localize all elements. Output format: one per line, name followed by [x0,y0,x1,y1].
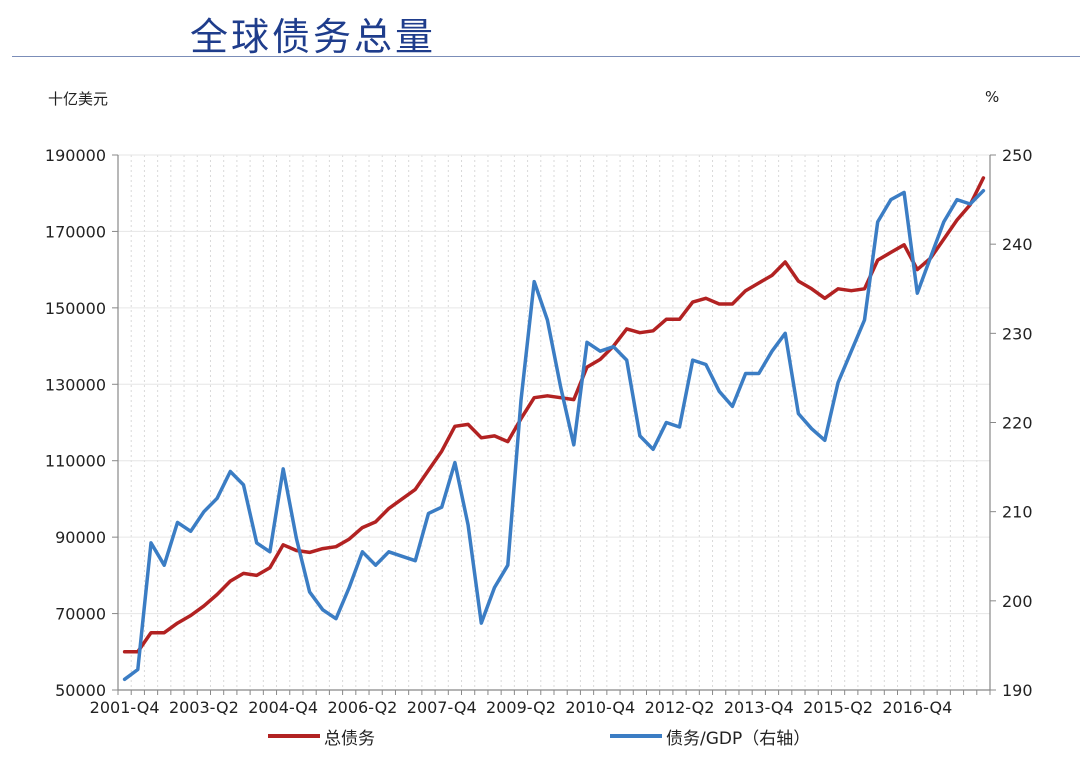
x-tick-label: 2015-Q2 [803,698,873,717]
legend-label-total-debt: 总债务 [324,728,375,749]
x-tick-label: 2001-Q4 [90,698,160,717]
x-tick-label: 2010-Q4 [565,698,635,717]
left-y-tick-label: 50000 [55,681,106,700]
left-y-tick-label: 70000 [55,605,106,624]
legend-item-debt-to-gdp: 债务/GDP（右轴） [610,722,810,750]
right-axis-unit-label: % [985,88,1000,106]
x-tick-label: 2006-Q2 [327,698,397,717]
left-y-tick-label: 90000 [55,528,106,547]
left-y-tick-label: 190000 [45,146,106,165]
x-tick-label: 2012-Q2 [645,698,715,717]
right-y-tick-label: 220 [1002,414,1033,433]
right-y-tick-label: 200 [1002,592,1033,611]
x-tick-label: 2007-Q4 [407,698,477,717]
x-tick-label: 2009-Q2 [486,698,556,717]
right-y-tick-label: 210 [1002,503,1033,522]
legend-label-debt-to-gdp: 债务/GDP（右轴） [666,728,811,749]
page-title: 全球债务总量 [190,15,437,59]
legend-item-total-debt: 总债务 [268,722,375,750]
x-tick-label: 2003-Q2 [169,698,239,717]
legend-swatch-debt-to-gdp [610,734,662,738]
x-tick-label: 2016-Q4 [882,698,952,717]
title-divider [12,56,1080,57]
left-y-tick-label: 150000 [45,299,106,318]
left-axis-unit-label: 十亿美元 [48,90,109,108]
right-y-tick-label: 250 [1002,146,1033,165]
x-tick-label: 2004-Q4 [248,698,318,717]
left-y-tick-label: 170000 [45,222,106,241]
series-line-debt-to-gdp [122,188,986,682]
left-y-tick-label: 130000 [45,375,106,394]
right-y-tick-label: 190 [1002,681,1033,700]
right-y-tick-label: 230 [1002,324,1033,343]
right-y-tick-label: 240 [1002,235,1033,254]
legend-swatch-total-debt [268,734,320,738]
x-tick-label: 2013-Q4 [724,698,794,717]
series-line-total-debt [122,176,986,654]
left-y-tick-label: 110000 [45,452,106,471]
